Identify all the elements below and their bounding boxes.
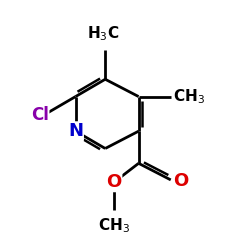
Text: Cl: Cl <box>31 106 49 124</box>
Text: H$_3$C: H$_3$C <box>86 25 119 44</box>
Text: O: O <box>173 172 188 190</box>
Text: CH$_3$: CH$_3$ <box>173 87 205 106</box>
Text: N: N <box>68 122 83 140</box>
Text: O: O <box>106 173 122 191</box>
Text: CH$_3$: CH$_3$ <box>98 216 130 235</box>
